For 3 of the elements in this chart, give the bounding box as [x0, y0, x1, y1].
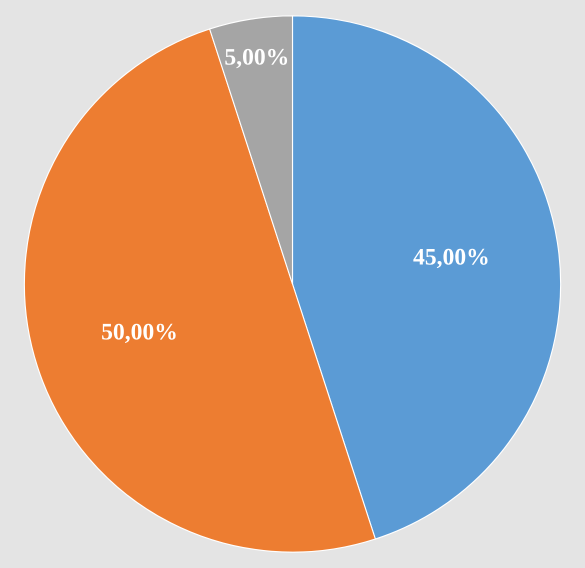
data-label: 50,00% — [102, 324, 176, 344]
data-label: 45,00% — [413, 248, 488, 268]
data-label: 5,00% — [225, 48, 288, 68]
